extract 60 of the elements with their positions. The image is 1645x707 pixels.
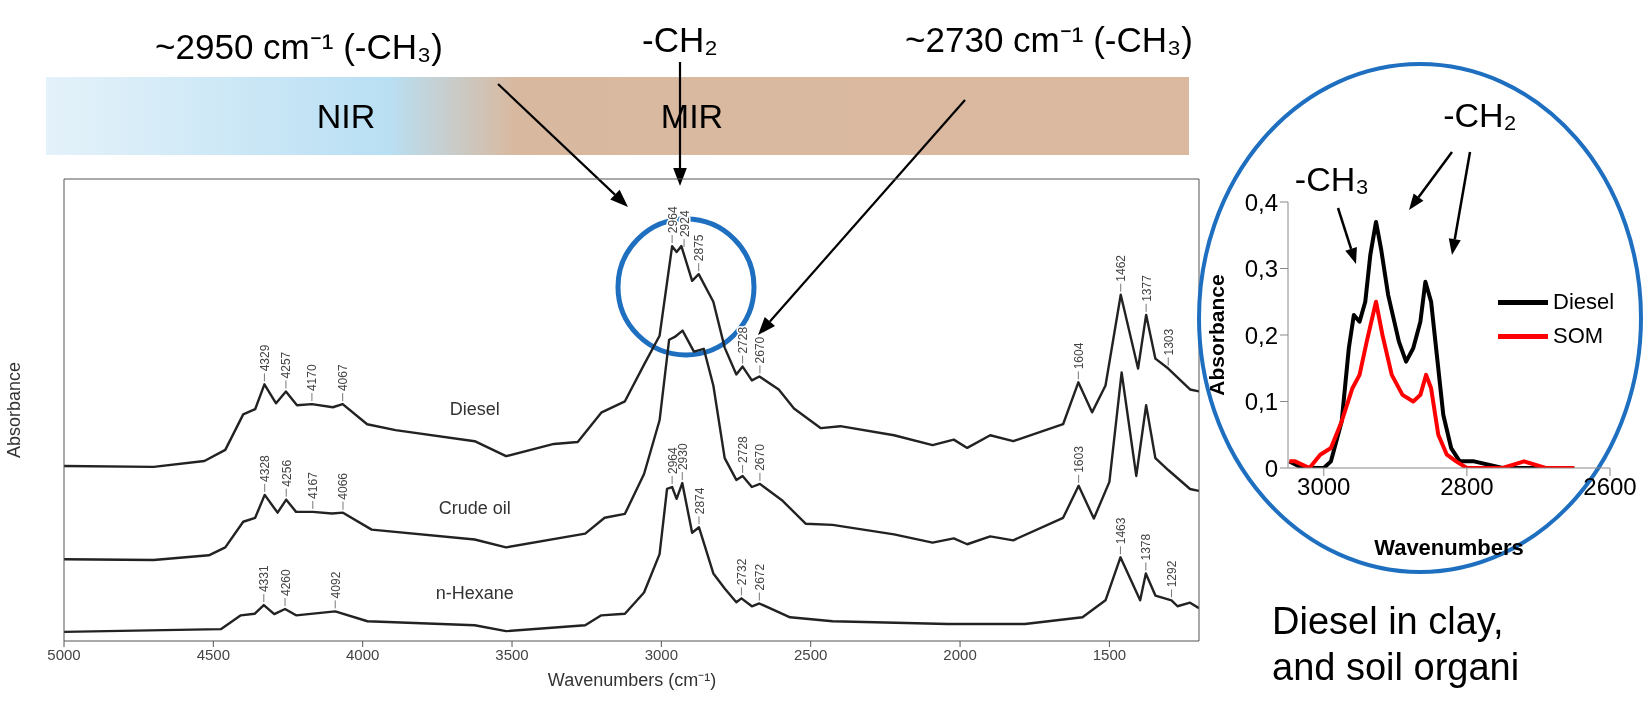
y-axis-title: Absorbance: [4, 361, 25, 459]
text: -CH₃: [1294, 160, 1370, 198]
annotation: 4067: [336, 364, 351, 392]
x-tick-label: 3000: [644, 645, 679, 663]
y-tick-label: 0,4: [1244, 188, 1278, 216]
annotation: 4331: [257, 565, 272, 593]
x-tick-label: 3000: [1297, 473, 1351, 501]
annotation: 1462: [1114, 254, 1129, 282]
annotation: 2874: [692, 487, 707, 515]
text: ~2950 cm⁻¹ (-CH₃): [154, 26, 444, 68]
annotation: 2728: [736, 435, 751, 463]
text: NIR: [315, 96, 377, 137]
legend-label: SOM: [1553, 323, 1604, 349]
annotation: 1303: [1161, 328, 1176, 356]
annotation: 1378: [1139, 533, 1154, 561]
annotation: 1603: [1072, 445, 1087, 473]
annotation: 2964: [665, 206, 680, 234]
y-tick-label: 0,2: [1244, 321, 1278, 349]
x-tick-label: 4500: [196, 645, 231, 663]
annotation: 2732: [734, 558, 749, 586]
x-tick-label: 2500: [794, 645, 828, 663]
text: -CH₂: [642, 20, 718, 59]
annotation: 4260: [278, 568, 293, 597]
y-tick-label: 0: [1264, 454, 1278, 482]
annotation: 4170: [305, 364, 320, 392]
annotation: 1463: [1113, 517, 1128, 545]
annotation: 2672: [752, 563, 767, 591]
y-tick-label: 0,3: [1244, 255, 1278, 283]
annotation: 4328: [258, 454, 273, 482]
y-axis-title: Absorbance: [1205, 274, 1229, 396]
series-label: Diesel: [449, 399, 500, 420]
y-tick-label: 0,1: [1244, 388, 1278, 416]
text: -CH₂: [1442, 96, 1518, 135]
annotation: 2924: [677, 210, 692, 238]
annotation: 4092: [328, 571, 343, 599]
x-tick-label: 2600: [1583, 473, 1637, 501]
annotation: 4329: [257, 344, 272, 372]
annotation: 2670: [753, 443, 768, 471]
annotation: 4256: [279, 459, 294, 487]
x-tick-label: 1500: [1092, 645, 1127, 663]
x-tick-label: 4000: [346, 645, 380, 663]
series-label: n-Hexane: [435, 583, 514, 604]
text: Diesel in clay, and soil organi: [1272, 599, 1521, 690]
x-axis-title: Wavenumbers (cm⁻¹): [546, 669, 718, 692]
annotation: 2728: [736, 326, 751, 354]
annotation: 4066: [336, 472, 351, 500]
text: ~2730 cm⁻¹ (-CH₃): [904, 19, 1194, 61]
annotation: 1292: [1165, 560, 1180, 588]
annotation: 4167: [306, 471, 321, 499]
annotation: 4257: [279, 351, 294, 379]
x-tick-label: 2000: [943, 645, 977, 663]
annotation: 1377: [1139, 274, 1154, 302]
annotation: 2670: [753, 336, 768, 364]
legend-label: Diesel: [1553, 289, 1615, 315]
annotation: 1604: [1071, 342, 1086, 370]
x-tick-label: 5000: [47, 645, 81, 663]
x-tick-label: 3500: [495, 645, 529, 663]
x-tick-label: 2800: [1440, 473, 1494, 501]
series-label: Crude oil: [438, 497, 511, 518]
annotation: 2875: [692, 234, 707, 262]
